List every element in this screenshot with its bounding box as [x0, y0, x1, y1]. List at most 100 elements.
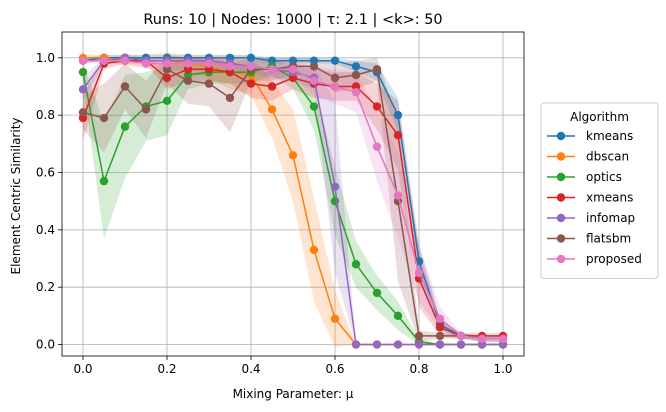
point-optics: [78, 67, 88, 77]
legend-marker-optics: [556, 172, 566, 182]
y-tick-label: 0.4: [36, 223, 55, 237]
band-kmeans: [83, 54, 503, 342]
legend-box: [540, 102, 659, 279]
point-flatsbm: [414, 331, 424, 341]
point-kmeans: [351, 62, 361, 71]
band-xmeans: [83, 57, 503, 339]
point-proposed: [162, 59, 172, 68]
point-flatsbm: [351, 70, 361, 80]
x-tick-label: 0.6: [325, 362, 344, 376]
point-infomap: [456, 340, 466, 349]
point-proposed: [498, 334, 508, 343]
point-flatsbm: [183, 76, 193, 85]
legend-marker-xmeans: [556, 193, 566, 202]
point-proposed: [351, 88, 361, 97]
point-proposed: [393, 191, 403, 200]
point-infomap: [414, 340, 424, 349]
point-optics: [372, 288, 382, 298]
legend-marker-kmeans: [556, 131, 566, 141]
point-xmeans: [435, 323, 445, 332]
point-infomap: [435, 340, 445, 349]
point-proposed: [225, 62, 235, 71]
point-infomap: [351, 340, 361, 349]
point-optics: [393, 311, 403, 321]
point-proposed: [267, 65, 277, 74]
legend-label-xmeans: xmeans: [586, 191, 633, 205]
point-xmeans: [372, 102, 382, 111]
point-flatsbm: [330, 73, 340, 83]
point-optics: [309, 102, 319, 111]
point-dbscan: [288, 151, 298, 160]
point-flatsbm: [120, 82, 130, 91]
y-tick-label: 0.0: [36, 338, 55, 352]
point-proposed: [456, 331, 466, 341]
point-optics: [162, 96, 172, 106]
point-xmeans: [267, 82, 277, 91]
point-proposed: [78, 56, 88, 65]
point-flatsbm: [99, 113, 109, 123]
point-dbscan: [267, 105, 277, 114]
point-xmeans: [393, 131, 403, 140]
legend: Algorithm kmeans dbscan optics xmeans infomap…: [540, 102, 659, 279]
legend-label-flatsbm: flatsbm: [586, 232, 631, 246]
point-proposed: [435, 314, 445, 323]
point-dbscan: [309, 245, 319, 255]
x-tick-label: 0.4: [241, 362, 260, 376]
legend-title: Algorithm: [570, 110, 629, 124]
point-flatsbm: [141, 105, 151, 114]
point-proposed: [414, 268, 424, 278]
x-tick-label: 0.0: [73, 362, 92, 376]
legend-label-optics: optics: [586, 170, 622, 184]
y-tick-label: 0.8: [36, 108, 55, 122]
point-proposed: [288, 65, 298, 74]
x-tick-label: 0.8: [409, 362, 428, 376]
legend-label-infomap: infomap: [586, 211, 635, 225]
legend-label-proposed: proposed: [586, 252, 642, 266]
y-axis-label: Element Centric Similarity: [9, 118, 23, 275]
point-proposed: [204, 59, 214, 68]
point-proposed: [141, 59, 151, 68]
point-proposed: [120, 56, 130, 65]
point-infomap: [372, 340, 382, 349]
point-proposed: [99, 56, 109, 65]
point-flatsbm: [78, 108, 88, 117]
y-tick-label: 0.2: [36, 280, 55, 294]
chart-title: Runs: 10 | Nodes: 1000 | τ: 2.1 | <k>: 5…: [143, 12, 442, 28]
point-kmeans: [330, 56, 340, 65]
band-dbscan: [83, 52, 503, 348]
plot-frame: [61, 31, 525, 357]
point-flatsbm: [225, 93, 235, 103]
point-flatsbm: [204, 79, 214, 88]
point-infomap: [330, 182, 340, 192]
x-tick-label: 0.2: [157, 362, 176, 376]
point-xmeans: [162, 73, 172, 83]
legend-marker-dbscan: [556, 152, 566, 161]
point-infomap: [78, 85, 88, 94]
point-flatsbm: [372, 65, 382, 74]
point-xmeans: [246, 79, 256, 88]
legend-marker-proposed: [556, 254, 566, 264]
point-flatsbm: [309, 62, 319, 71]
y-tick-label: 1.0: [36, 51, 55, 65]
plot-background: [62, 32, 524, 356]
point-proposed: [330, 82, 340, 91]
point-proposed: [246, 62, 256, 71]
point-proposed: [309, 76, 319, 85]
point-infomap: [393, 340, 403, 349]
legend-marker-flatsbm: [556, 234, 566, 243]
point-dbscan: [330, 314, 340, 323]
y-tick-label: 0.6: [36, 165, 55, 179]
plot-area: 0.0 0.2 0.4 0.6 0.8 1.0 0.0 0.2 0.4 0.6 0.8 1.0: [36, 31, 525, 376]
legend-marker-infomap: [556, 213, 566, 223]
x-tick-label: 1.0: [493, 362, 512, 376]
x-axis-label: Mixing Parameter: μ: [233, 387, 354, 401]
band-flatsbm: [83, 54, 503, 342]
point-optics: [99, 176, 109, 186]
legend-label-dbscan: dbscan: [586, 150, 629, 164]
point-proposed: [183, 59, 193, 68]
point-flatsbm: [435, 331, 445, 341]
point-kmeans: [246, 53, 256, 63]
legend-label-kmeans: kmeans: [586, 129, 633, 143]
point-kmeans: [393, 110, 403, 120]
